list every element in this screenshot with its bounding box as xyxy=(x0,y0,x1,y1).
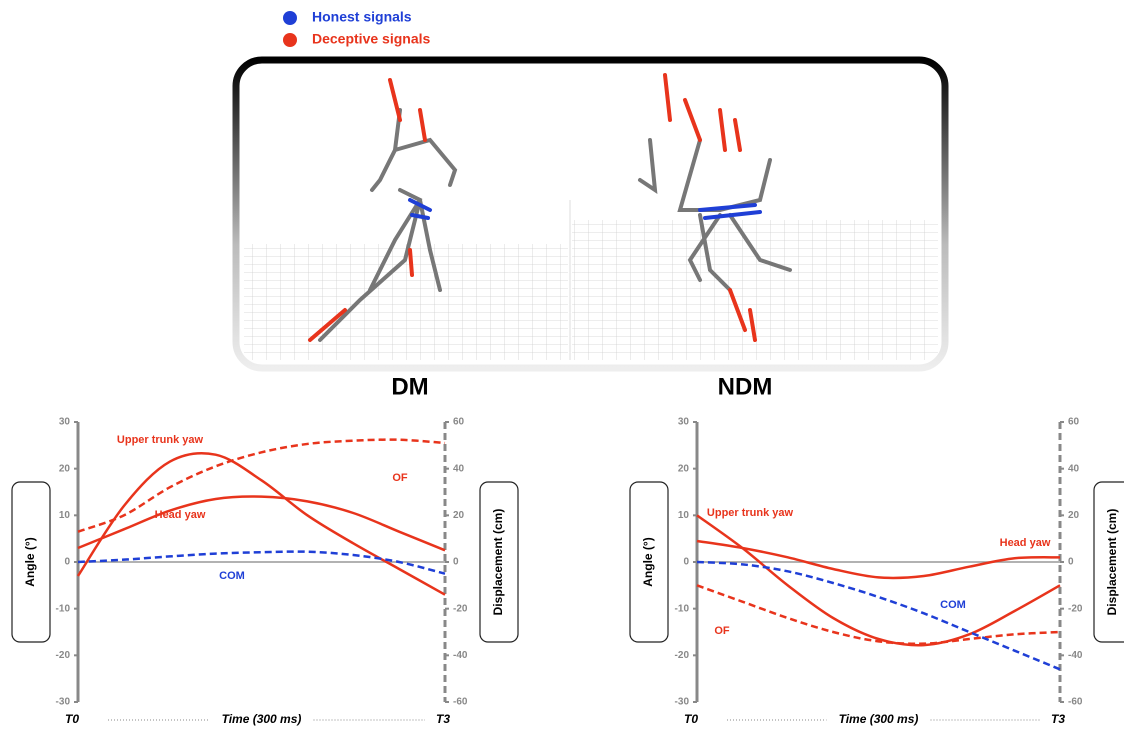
y-tick-label: -10 xyxy=(56,603,71,614)
y2-tick-label: 40 xyxy=(1068,463,1080,474)
y-tick-label: -10 xyxy=(675,603,690,614)
y2-tick-label: 60 xyxy=(1068,417,1080,428)
y-tick-label: -30 xyxy=(56,697,71,708)
y2-tick-label: 0 xyxy=(1068,557,1074,568)
series-label: OF xyxy=(392,472,408,484)
series-label: COM xyxy=(219,570,245,582)
y2-tick-label: 40 xyxy=(453,463,465,474)
series-line xyxy=(76,451,446,596)
y2-tick-label: 20 xyxy=(1068,510,1080,521)
y-tick-label: 10 xyxy=(59,510,71,521)
series-label: Upper trunk yaw xyxy=(707,507,794,519)
legend-label: Deceptive signals xyxy=(312,31,430,47)
y-tick-label: 20 xyxy=(678,463,690,474)
y2-tick-label: -20 xyxy=(453,603,468,614)
x-axis-label: Time (300 ms) xyxy=(222,712,302,726)
axis-label: Displacement (cm) xyxy=(1105,509,1119,616)
series-label: Head yaw xyxy=(155,509,206,521)
y-tick-label: 30 xyxy=(59,417,71,428)
x-tick-label: T3 xyxy=(1051,712,1065,726)
x-tick-label: T0 xyxy=(65,712,79,726)
axis-label: Angle (°) xyxy=(641,537,655,586)
x-axis-label: Time (300 ms) xyxy=(839,712,919,726)
y2-tick-label: -60 xyxy=(1068,697,1083,708)
y2-tick-label: -40 xyxy=(1068,650,1083,661)
y2-tick-label: 0 xyxy=(453,557,459,568)
series-line xyxy=(696,539,1061,580)
chart-title: DM xyxy=(391,373,428,400)
series-line xyxy=(77,550,446,575)
chart-title: NDM xyxy=(718,373,773,400)
axis-label: Displacement (cm) xyxy=(491,509,505,616)
series-line xyxy=(77,495,446,552)
legend-label: Honest signals xyxy=(312,9,412,25)
axis-label-box xyxy=(11,481,51,643)
y-tick-label: 0 xyxy=(64,557,70,568)
y2-tick-label: -40 xyxy=(453,650,468,661)
series-label: OF xyxy=(714,625,730,637)
y2-tick-label: -20 xyxy=(1068,603,1083,614)
skeleton-image xyxy=(232,56,949,372)
x-tick-label: T0 xyxy=(684,712,698,726)
series-line xyxy=(696,514,1061,647)
axis-label-box xyxy=(479,481,519,643)
axis-label: Angle (°) xyxy=(23,537,37,586)
y-tick-label: 30 xyxy=(678,417,690,428)
axis-label-box xyxy=(1093,481,1124,643)
series-line xyxy=(696,584,1061,646)
y-tick-label: 20 xyxy=(59,463,71,474)
y2-tick-label: -60 xyxy=(453,697,468,708)
y2-tick-label: 60 xyxy=(453,417,465,428)
y-tick-label: -30 xyxy=(675,697,690,708)
y-tick-label: 0 xyxy=(683,557,689,568)
y-tick-label: 10 xyxy=(678,510,690,521)
x-tick-label: T3 xyxy=(436,712,450,726)
y2-tick-label: 20 xyxy=(453,510,465,521)
y-tick-label: -20 xyxy=(56,650,71,661)
series-line xyxy=(696,560,1061,671)
legend-marker xyxy=(283,33,297,47)
axis-label-box xyxy=(629,481,669,643)
series-line xyxy=(77,438,446,533)
series-label: COM xyxy=(940,599,966,611)
legend-marker xyxy=(283,11,297,25)
series-label: Head yaw xyxy=(1000,537,1051,549)
series-label: Upper trunk yaw xyxy=(117,434,204,446)
y-tick-label: -20 xyxy=(675,650,690,661)
